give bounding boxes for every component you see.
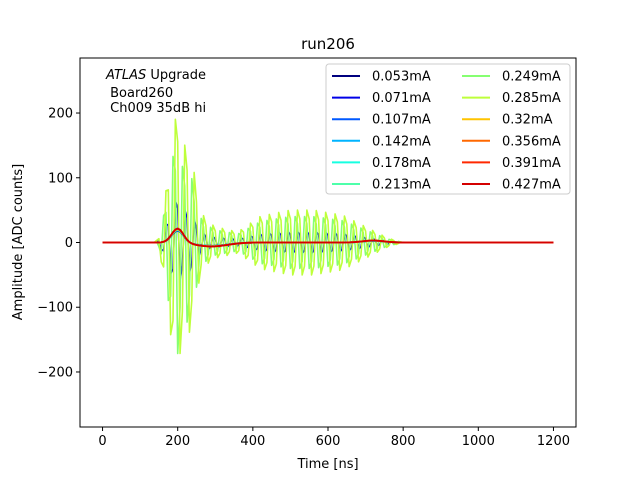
x-tick-label: 800 xyxy=(391,434,416,449)
chart-title: run206 xyxy=(301,35,355,53)
legend: 0.053mA 0.071mA 0.107mA 0.142mA 0.178mA 0.213… xyxy=(325,63,571,195)
legend-label-0.32mA: 0.32mA xyxy=(502,113,553,128)
y-axis: −200 −100 0 100 200 xyxy=(37,107,80,380)
y-tick-label: 100 xyxy=(48,171,73,186)
annotation-upgrade: Upgrade xyxy=(146,68,206,83)
annotation-board: Board260 xyxy=(106,86,173,101)
annotation-atlas: ATLAS xyxy=(105,68,146,83)
plot-area xyxy=(102,118,554,355)
y-tick-label: 200 xyxy=(48,107,73,122)
legend-label-0.178mA: 0.178mA xyxy=(372,156,431,171)
series-line-0.427mA xyxy=(102,227,554,248)
legend-label-0.391mA: 0.391mA xyxy=(502,156,561,171)
x-tick-label: 0 xyxy=(98,434,106,449)
y-tick-label: 0 xyxy=(65,236,73,251)
x-axis: 0 200 400 600 800 1000 1200 xyxy=(98,427,570,449)
legend-label-0.053mA: 0.053mA xyxy=(372,70,431,85)
annotation: ATLAS Upgrade Board260 Ch009 35dB hi xyxy=(105,68,206,116)
y-axis-label: Amplitude [ADC counts] xyxy=(11,164,26,320)
legend-label-0.249mA: 0.249mA xyxy=(502,70,561,85)
legend-label-0.285mA: 0.285mA xyxy=(502,91,561,106)
legend-label-0.142mA: 0.142mA xyxy=(372,134,431,149)
x-tick-label: 200 xyxy=(165,434,190,449)
annotation-line-1: ATLAS Upgrade xyxy=(105,68,206,83)
legend-label-0.107mA: 0.107mA xyxy=(372,113,431,128)
legend-label-0.427mA: 0.427mA xyxy=(502,178,561,193)
x-tick-label: 1200 xyxy=(537,434,570,449)
x-tick-label: 1000 xyxy=(462,434,495,449)
x-axis-label: Time [ns] xyxy=(296,457,358,472)
legend-box xyxy=(325,63,571,195)
legend-label-0.071mA: 0.071mA xyxy=(372,91,431,106)
y-tick-label: −100 xyxy=(37,301,73,316)
legend-label-0.356mA: 0.356mA xyxy=(502,134,561,149)
x-tick-label: 400 xyxy=(240,434,265,449)
y-tick-label: −200 xyxy=(37,365,73,380)
x-tick-label: 600 xyxy=(316,434,341,449)
annotation-channel: Ch009 35dB hi xyxy=(106,101,206,116)
legend-label-0.213mA: 0.213mA xyxy=(372,178,431,193)
